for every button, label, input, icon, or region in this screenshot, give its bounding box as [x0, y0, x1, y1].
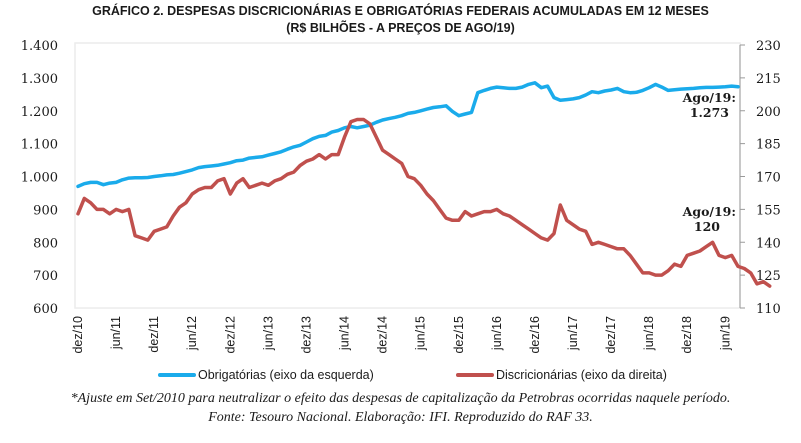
legend-item-discricionarias: Discricionárias (eixo da direita) — [456, 368, 667, 382]
x-axis-tick-label: jun/11 — [109, 316, 123, 350]
footnote-source: Fonte: Tesouro Nacional. Elaboração: IFI… — [208, 410, 593, 425]
legend-item-obrigatorias: Obrigatórias (eixo da esquerda) — [158, 368, 374, 382]
left-axis-tick-label: 1.000 — [21, 171, 58, 186]
annotation-discricionarias-value: 120 — [694, 219, 720, 234]
right-axis-tick-label: 110 — [756, 302, 781, 317]
x-axis-tick-label: dez/15 — [452, 316, 466, 354]
chart-subtitle: (R$ BILHÕES - A PREÇOS DE AGO/19) — [286, 21, 515, 35]
left-axis-tick-label: 900 — [33, 203, 58, 218]
left-axis-tick-label: 800 — [33, 236, 58, 251]
series-line-discricionarias — [76, 117, 772, 288]
x-axis-tick-label: dez/14 — [376, 316, 390, 354]
legend-label-obrigatorias: Obrigatórias (eixo da esquerda) — [198, 368, 374, 382]
right-axis-tick-label: 185 — [756, 138, 781, 153]
line-chart: 600 700 800 900 1.000 1.100 1.200 1.300 1.400 11… — [21, 39, 781, 354]
right-axis-tick-label: 140 — [756, 236, 781, 251]
left-axis: 600 700 800 900 1.000 1.100 1.200 1.300 1.400 — [21, 39, 58, 317]
series-line-obrigatorias — [76, 81, 740, 189]
x-axis-tick-label: dez/11 — [147, 316, 161, 353]
x-axis-tick-label: jun/14 — [338, 316, 352, 351]
left-axis-tick-label: 700 — [33, 269, 58, 284]
legend: Obrigatórias (eixo da esquerda) Discrici… — [0, 368, 801, 386]
series-layer — [76, 81, 772, 288]
x-axis-tick-label: dez/10 — [71, 316, 85, 354]
x-axis-tick-label: jun/15 — [414, 316, 428, 351]
x-axis-tick-label: jun/17 — [566, 316, 580, 351]
legend-swatch-obrigatorias — [158, 373, 196, 377]
left-axis-tick-label: 1.300 — [21, 72, 58, 87]
right-axis-tick-label: 230 — [756, 39, 781, 54]
x-axis-tick-label: jun/19 — [718, 316, 732, 351]
x-axis-tick-label: dez/17 — [604, 316, 618, 354]
legend-label-discricionarias: Discricionárias (eixo da direita) — [496, 368, 667, 382]
annotation-obrigatorias-value: 1.273 — [690, 105, 729, 120]
x-axis-tick-label: jun/12 — [185, 316, 199, 351]
left-axis-tick-label: 1.200 — [21, 105, 58, 120]
footnote-adjustment: *Ajuste em Set/2010 para neutralizar o e… — [70, 391, 731, 406]
chart-title: GRÁFICO 2. DESPESAS DISCRICIONÁRIAS E OB… — [92, 4, 709, 18]
x-axis-tick-label: jun/16 — [490, 316, 504, 351]
x-axis-tick-label: jun/13 — [261, 316, 275, 351]
legend-swatch-discricionarias — [456, 373, 494, 377]
x-axis-tick-label: dez/13 — [299, 316, 313, 354]
left-axis-tick-label: 1.400 — [21, 39, 58, 54]
x-axis-tick-label: dez/12 — [223, 316, 237, 354]
annotation-obrigatorias-label: Ago/19: — [682, 90, 736, 105]
x-axis: dez/10 jun/11 dez/11 jun/12 dez/12 jun/13 dez/… — [71, 316, 732, 354]
annotation-discricionarias-label: Ago/19: — [682, 204, 736, 219]
right-axis-tick-label: 215 — [756, 72, 781, 87]
left-axis-tick-label: 1.100 — [21, 138, 58, 153]
right-axis-tick-label: 200 — [756, 105, 781, 120]
x-axis-tick-label: jun/18 — [642, 316, 656, 351]
right-axis-tick-label: 170 — [756, 171, 781, 186]
x-axis-tick-label: dez/16 — [528, 316, 542, 354]
left-axis-tick-label: 600 — [33, 302, 58, 317]
right-axis-tick-label: 155 — [756, 203, 781, 218]
x-axis-tick-label: dez/18 — [680, 316, 694, 354]
